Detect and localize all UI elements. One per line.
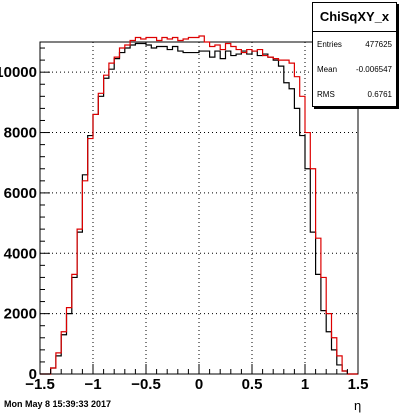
stats-title: ChiSqXY_x xyxy=(313,3,396,32)
timestamp: Mon May 8 15:39:33 2017 xyxy=(4,399,112,409)
y-tick-label: 2000 xyxy=(4,306,37,323)
x-tick-label: −1.5 xyxy=(25,376,55,393)
axes: −1.5 −1 −0.5 0 0.5 1 1.5 0 2000 4000 6000 8000 10000 xyxy=(0,47,369,393)
series-layer xyxy=(40,35,358,375)
x-tick-label: 1.5 xyxy=(348,376,369,393)
y-tick-label: 10000 xyxy=(0,64,37,81)
x-tick-label: −1 xyxy=(84,376,101,393)
y-tick-label: 0 xyxy=(29,366,37,383)
stats-label: Entries xyxy=(317,40,342,49)
histogram-series-1 xyxy=(40,35,358,375)
stats-row-mean: Mean -0.006547 xyxy=(313,57,396,82)
stats-value: 0.6761 xyxy=(367,90,392,99)
x-tick-label: 1 xyxy=(301,376,309,393)
x-axis-title: η xyxy=(354,398,361,413)
y-tick-label: 4000 xyxy=(4,245,37,262)
stats-row-rms: RMS 0.6761 xyxy=(313,82,396,107)
x-tick-label: 0 xyxy=(195,376,203,393)
y-tick-label: 6000 xyxy=(4,185,37,202)
stats-row-entries: Entries 477625 xyxy=(313,32,396,57)
stats-box: ChiSqXY_x Entries 477625 Mean -0.006547 … xyxy=(312,2,397,107)
stats-value: -0.006547 xyxy=(355,65,392,74)
stats-label: Mean xyxy=(317,65,338,74)
x-tick-label: −0.5 xyxy=(131,376,161,393)
y-tick-label: 8000 xyxy=(4,125,37,142)
x-tick-label: 0.5 xyxy=(242,376,263,393)
stats-label: RMS xyxy=(317,90,335,99)
stats-value: 477625 xyxy=(365,40,392,49)
